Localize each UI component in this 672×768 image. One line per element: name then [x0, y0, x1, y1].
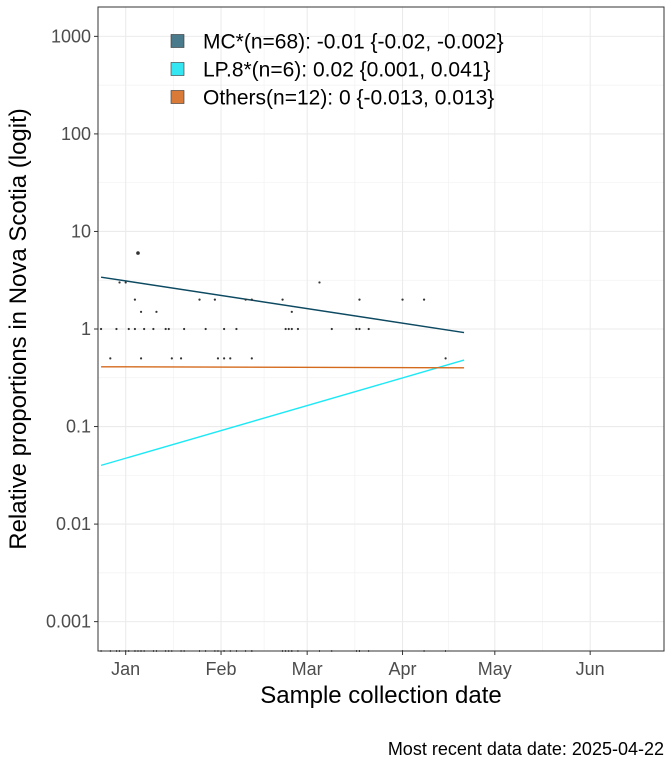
- data-point: [143, 327, 146, 331]
- data-point: [358, 298, 361, 301]
- grid: [98, 7, 664, 651]
- fit-line-3: [101, 366, 465, 369]
- data-point: [124, 281, 127, 284]
- legend-label-2: LP.8*(n=6): 0.02 {0.001, 0.041}: [203, 59, 490, 82]
- data-point: [118, 281, 121, 284]
- data-point: [422, 298, 426, 301]
- data-point: [164, 327, 167, 331]
- data-point: [109, 357, 112, 360]
- data-point: [250, 298, 253, 301]
- data-point: [229, 357, 232, 360]
- y-tick-label: 0.1: [66, 417, 91, 437]
- y-axis-title: Relative proportions in Nova Scotia (log…: [5, 108, 32, 550]
- x-tick-label: May: [478, 659, 512, 679]
- legend-key-1: [170, 34, 185, 48]
- data-point: [250, 357, 253, 360]
- legend-label-1: MC*(n=68): -0.01 {-0.02, -0.002}: [203, 31, 504, 54]
- data-point: [244, 298, 247, 301]
- y-axis-ticks: 0.001 0.01 0.1 1 10 100 1000: [46, 26, 98, 632]
- x-axis-ticks: Jan Feb Mar Apr May Jun: [111, 651, 605, 679]
- rug-ticks: [100, 650, 446, 652]
- y-tick-label: 1: [81, 319, 91, 339]
- data-point: [198, 298, 201, 301]
- y-tick-label: 0.01: [56, 514, 91, 534]
- y-tick-label: 1000: [51, 26, 91, 46]
- y-tick-label: 0.001: [46, 612, 91, 632]
- legend-label-3: Others(n=12): 0 {-0.013, 0.013}: [203, 87, 494, 110]
- data-point: [133, 298, 137, 301]
- data-point: [99, 327, 103, 331]
- data-point: [223, 327, 226, 331]
- data-point: [235, 327, 238, 331]
- data-point: [367, 327, 370, 331]
- data-point: [170, 357, 173, 360]
- legend: MC*(n=68): -0.01 {-0.02, -0.002} LP.8*(n=…: [170, 31, 504, 110]
- data-point: [216, 357, 220, 360]
- x-tick-label: Jun: [576, 659, 605, 679]
- data-point: [127, 327, 130, 331]
- data-point: [136, 251, 140, 255]
- data-points: [99, 251, 447, 360]
- data-point: [296, 327, 300, 331]
- data-point: [223, 357, 226, 360]
- x-tick-label: Mar: [292, 659, 323, 679]
- y-tick-label: 100: [61, 124, 91, 144]
- data-point: [133, 327, 137, 331]
- data-point: [115, 327, 118, 331]
- data-point: [330, 327, 333, 331]
- data-point: [290, 327, 293, 331]
- x-tick-label: Feb: [206, 659, 237, 679]
- data-point: [287, 327, 290, 331]
- fit-line-2: [100, 359, 465, 467]
- fit-lines: [100, 276, 465, 467]
- data-point: [213, 298, 216, 301]
- data-point: [284, 327, 287, 331]
- data-point: [167, 327, 170, 331]
- caption: Most recent data date: 2025-04-22: [388, 739, 664, 759]
- data-point: [204, 327, 207, 331]
- legend-key-2: [170, 62, 185, 76]
- data-point: [155, 310, 158, 313]
- x-axis-title: Sample collection date: [260, 682, 501, 709]
- y-tick-label: 10: [71, 221, 91, 241]
- x-tick-label: Jan: [111, 659, 140, 679]
- data-point: [290, 310, 293, 313]
- data-point: [401, 298, 404, 301]
- data-point: [444, 357, 447, 360]
- data-point: [152, 327, 155, 331]
- data-point: [281, 298, 284, 301]
- data-point: [139, 310, 143, 313]
- data-point: [139, 357, 143, 360]
- data-point: [358, 327, 361, 331]
- data-point: [183, 327, 186, 331]
- data-point: [179, 357, 183, 360]
- data-point: [355, 327, 358, 331]
- x-tick-label: Apr: [389, 659, 417, 679]
- legend-key-3: [170, 90, 185, 104]
- fit-line-1: [100, 276, 465, 334]
- data-point: [318, 281, 321, 284]
